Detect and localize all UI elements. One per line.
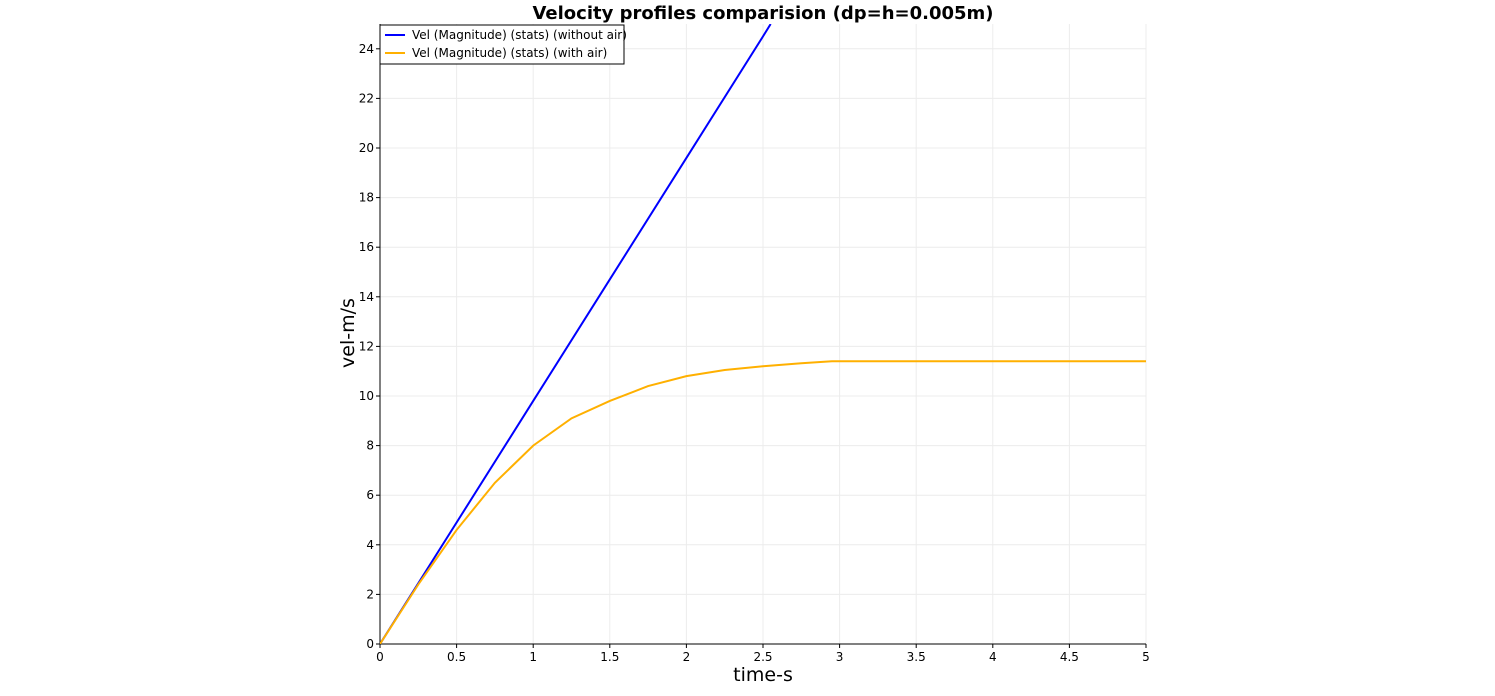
y-tick-label: 12 [359, 339, 374, 353]
x-tick-label: 0 [376, 650, 384, 664]
y-tick-label: 2 [366, 587, 374, 601]
x-axis-title: time-s [733, 664, 793, 686]
y-tick-label: 6 [366, 488, 374, 502]
axes: 0 0.5 1 1.5 2 2.5 3 3.5 4 4.5 50246810121416182022… [359, 24, 1150, 664]
x-tick-label: 2.5 [753, 650, 772, 664]
y-tick-label: 14 [359, 290, 374, 304]
x-tick-label: 3 [836, 650, 844, 664]
series-line-without-air [380, 24, 772, 644]
x-tick-label: 4.5 [1060, 650, 1079, 664]
y-tick-label: 18 [359, 191, 374, 205]
legend-box [379, 24, 625, 65]
x-tick-label: 2 [683, 650, 691, 664]
y-tick-label: 10 [359, 389, 374, 403]
y-tick-label: 16 [359, 240, 374, 254]
y-tick-label: 24 [359, 42, 374, 56]
y-axis-title: vel-m/s [337, 298, 359, 368]
series-line-with-air [380, 360, 1146, 644]
grid [379, 24, 1147, 645]
y-tick-label: 22 [359, 91, 374, 105]
series-lines [380, 24, 1146, 644]
chart-title: Velocity profiles comparision (dp=h=0.00… [532, 3, 993, 24]
y-tick-label: 4 [366, 538, 374, 552]
y-tick-label: 8 [366, 439, 374, 453]
x-tick-label: 1 [529, 650, 537, 664]
y-tick-label: 0 [366, 637, 374, 651]
x-tick-label: 0.5 [447, 650, 466, 664]
x-tick-label: 4 [989, 650, 997, 664]
x-tick-label: 5 [1142, 650, 1150, 664]
legend: Vel (Magnitude) (stats) (without air) Vel… [379, 24, 627, 65]
y-tick-label: 20 [359, 141, 374, 155]
x-tick-label: 1.5 [600, 650, 619, 664]
legend-label: Vel (Magnitude) (stats) (without air) [412, 28, 627, 42]
x-tick-label: 3.5 [907, 650, 926, 664]
legend-label: Vel (Magnitude) (stats) (with air) [412, 46, 607, 60]
